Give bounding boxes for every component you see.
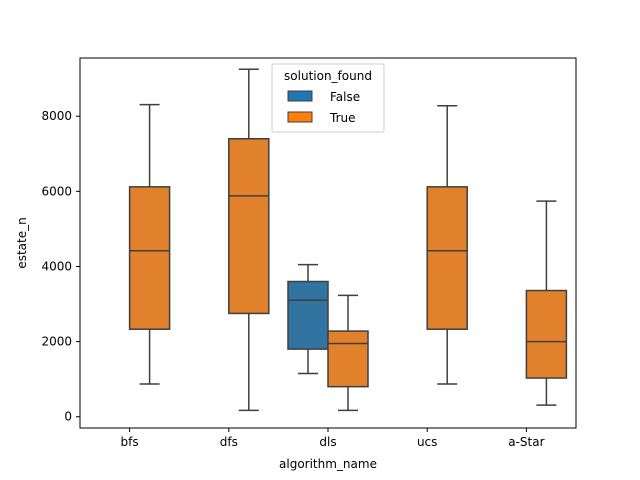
legend-swatch-false <box>287 90 313 102</box>
box-iqr <box>228 138 270 315</box>
legend-label-false: False <box>330 90 360 104</box>
legend-title: solution_found <box>284 69 372 83</box>
x-tick-label-dfs: dfs <box>220 435 238 449</box>
x-axis: bfs dfs dls ucs a-Star <box>121 428 545 449</box>
plot-frame <box>79 57 577 429</box>
x-tick-label-a-Star: a-Star <box>508 435 544 449</box>
box-dls-false <box>287 263 329 375</box>
legend-swatch-true <box>287 111 313 123</box>
box-dls-true <box>327 294 369 412</box>
box-iqr <box>327 330 369 388</box>
box-ucs-true <box>426 104 468 385</box>
boxes-layer <box>128 68 568 412</box>
x-tick-label-dls: dls <box>319 435 336 449</box>
x-tick-label-bfs: bfs <box>121 435 139 449</box>
y-tick-label: 2000 <box>41 335 72 349</box>
box-iqr <box>287 280 329 350</box>
y-tick-label: 4000 <box>41 259 72 273</box>
legend: solution_found False True <box>271 63 385 133</box>
box-iqr <box>426 186 468 330</box>
x-axis-label: algorithm_name <box>279 457 377 471</box>
box-dfs-true <box>228 68 270 412</box>
box-a-Star-true <box>525 200 568 406</box>
box-iqr <box>525 289 568 379</box>
box-iqr <box>128 186 171 330</box>
y-tick-label: 0 <box>64 410 72 424</box>
y-axis-label: estate_n <box>15 217 29 268</box>
y-axis: 0 2000 4000 6000 8000 <box>41 109 80 424</box>
x-tick-label-ucs: ucs <box>417 435 437 449</box>
box-bfs-true <box>128 103 171 385</box>
y-tick-label: 8000 <box>41 109 72 123</box>
y-tick-label: 6000 <box>41 184 72 198</box>
legend-label-true: True <box>329 111 356 125</box>
